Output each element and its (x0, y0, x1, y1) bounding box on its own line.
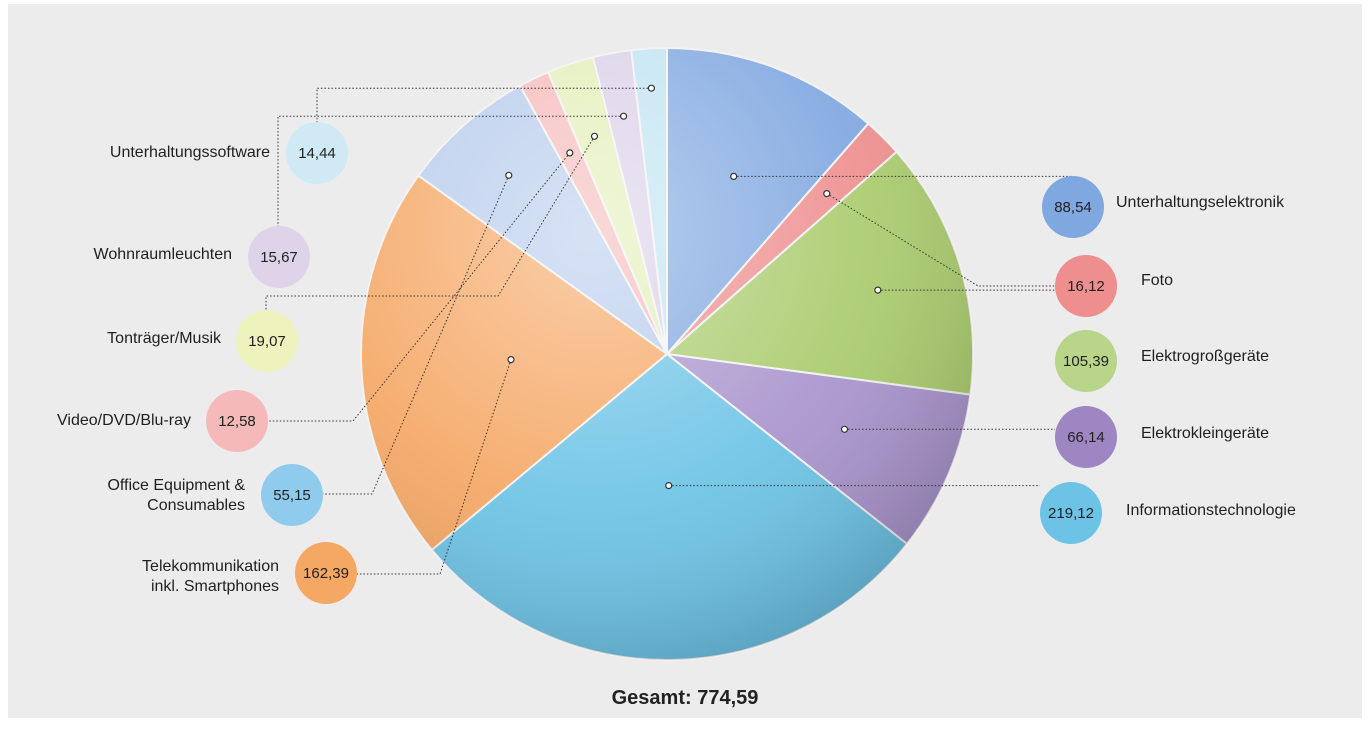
value-badge-office-equipment: 55,15 (261, 464, 323, 526)
label-unterhaltungselektronik: Unterhaltungselektronik (1116, 194, 1285, 211)
value-badge-telekommunikation: 162,39 (295, 542, 357, 604)
leader-dot-8 (590, 132, 599, 140)
leader-dot-1 (823, 190, 831, 198)
label-unterhaltungssoftware: Unterhaltungssoftware (109, 144, 270, 161)
label-elektrogrossgeraete: Elektrogroßgeräte (1141, 348, 1270, 365)
leader-dot-7 (566, 149, 574, 157)
leader-dot-9 (619, 112, 628, 120)
value-badge-tontraeger-musik: 19,07 (236, 310, 298, 372)
leader-dot-3 (840, 425, 849, 433)
label-elektrokleingeraete: Elektrokleingeräte (1141, 425, 1270, 442)
value-badge-elektrokleingeraete: 66,14 (1055, 406, 1117, 468)
leader-dot-10 (647, 84, 656, 92)
leader-dot-0 (730, 172, 738, 180)
total-label: Gesamt: 774,59 (611, 687, 759, 709)
leader-dot-2 (874, 286, 882, 294)
label-tontraeger-musik: Tonträger/Musik (107, 330, 221, 347)
label-video-dvd-bluray: Video/DVD/Blu-ray (57, 412, 191, 429)
value-badge-unterhaltungselektronik: 88,54 (1042, 176, 1104, 238)
leader-line-5 (357, 359, 512, 575)
value-badge-wohnraumleuchten: 15,67 (248, 226, 310, 288)
value-badge-elektrogrossgeraete: 105,39 (1055, 330, 1117, 392)
label-telekommunikation: Telekommunikation inkl. Smartphones (142, 558, 279, 595)
label-foto: Foto (1141, 272, 1174, 289)
value-badge-informationstechnologie: 219,12 (1040, 482, 1102, 544)
leader-dot-6 (505, 171, 513, 179)
leader-dot-4 (665, 482, 673, 490)
leader-dot-5 (507, 356, 515, 364)
label-office-equipment: Office Equipment & Consumables (107, 477, 245, 514)
chart-panel: 88,54 Unterhaltungselektronik 16,12 Foto… (8, 4, 1362, 718)
label-wohnraumleuchten: Wohnraumleuchten (93, 246, 232, 263)
value-badge-video-dvd-bluray: 12,58 (206, 390, 268, 452)
value-badge-foto: 16,12 (1055, 255, 1117, 317)
leader-line-1 (826, 193, 1055, 287)
label-informationstechnologie: Informationstechnologie (1126, 502, 1296, 519)
value-badge-unterhaltungssoftware: 14,44 (286, 122, 348, 184)
leader-line-6 (323, 175, 510, 495)
